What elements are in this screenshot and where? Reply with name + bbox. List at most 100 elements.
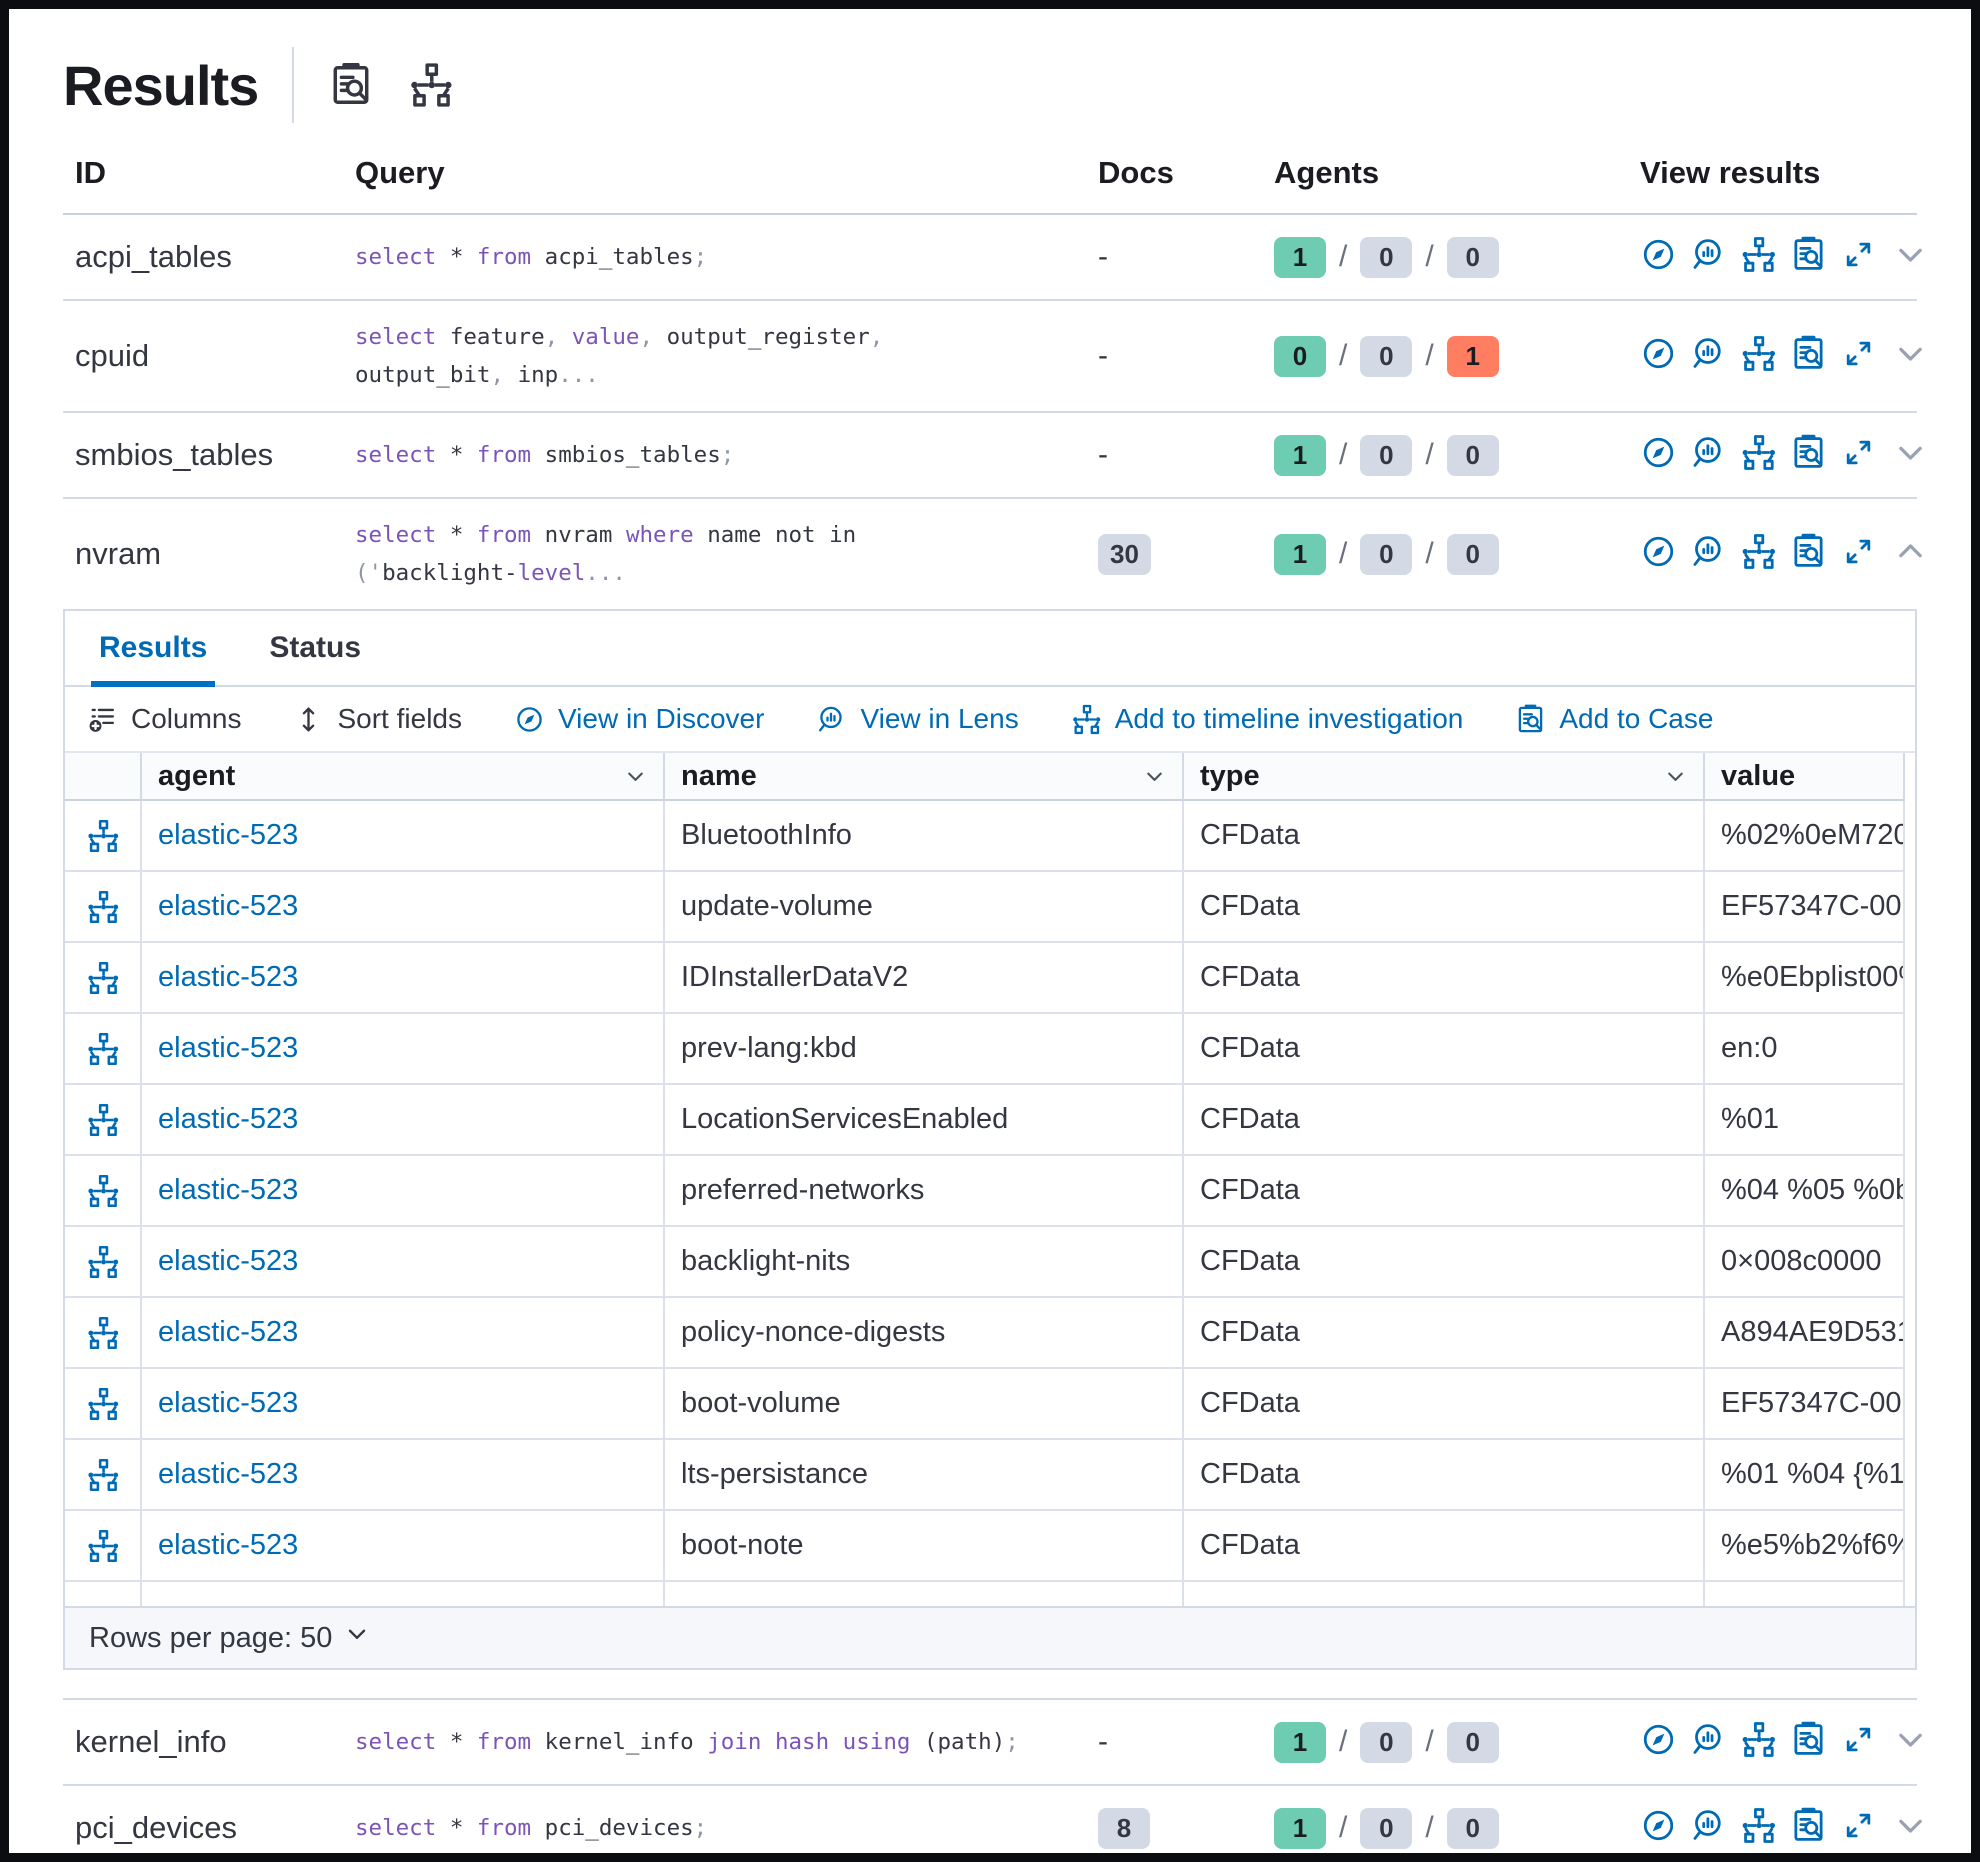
expand-row-button[interactable] — [1894, 436, 1927, 469]
expand-action-button[interactable] — [1840, 1721, 1877, 1758]
agents-default-badge: 0 — [1446, 533, 1499, 575]
agent-link[interactable]: elastic-523 — [158, 1387, 299, 1419]
discover-action-button[interactable] — [1640, 1721, 1677, 1758]
tab-status[interactable]: Status — [269, 631, 362, 664]
row-timeline-button[interactable] — [86, 1458, 120, 1492]
rows-per-page-button[interactable]: Rows per page: 50 — [65, 1606, 1915, 1668]
discover-action-button[interactable] — [1640, 533, 1677, 570]
case-action-button[interactable] — [1790, 434, 1827, 471]
agent-link[interactable]: elastic-523 — [158, 1032, 299, 1064]
add-to-timeline-investigation-button[interactable]: Add to timeline investigation — [1071, 703, 1463, 735]
case-action-button[interactable] — [1790, 335, 1827, 372]
row-timeline-button[interactable] — [86, 1103, 120, 1137]
lens-action-button[interactable] — [1690, 533, 1727, 570]
row-timeline-button[interactable] — [86, 961, 120, 995]
lens-icon — [1693, 536, 1721, 566]
discover-icon — [1643, 536, 1674, 567]
lens-action-button[interactable] — [1690, 335, 1727, 372]
row-timeline-button[interactable] — [86, 1387, 120, 1421]
query-id: pci_devices — [75, 1810, 237, 1845]
mini-chevron-icon — [1668, 772, 1683, 781]
expand-action-button[interactable] — [1840, 533, 1877, 570]
case-action-button[interactable] — [1790, 236, 1827, 273]
mini-chevron-icon — [1147, 772, 1162, 781]
grid-col-value[interactable]: value — [1705, 753, 1905, 801]
expand-row-button[interactable] — [1894, 1809, 1927, 1842]
grid-col-type[interactable]: type — [1184, 753, 1705, 801]
add-to-case-button[interactable]: Add to Case — [1515, 703, 1713, 735]
agent-link[interactable]: elastic-523 — [158, 1245, 299, 1277]
view-results-actions — [1640, 236, 1927, 273]
agents-default-badge: 0 — [1360, 1807, 1413, 1849]
lens-icon — [1693, 239, 1721, 269]
agent-link[interactable]: elastic-523 — [158, 1103, 299, 1135]
grid-cell-value: %01 — [1705, 1085, 1905, 1156]
agent-link[interactable]: elastic-523 — [158, 819, 299, 851]
row-timeline-button[interactable] — [86, 890, 120, 924]
query-sql: select * from nvram where name not in ('b… — [355, 522, 857, 586]
sort-fields-button[interactable]: Sort fields — [293, 703, 462, 735]
case-action-button[interactable] — [1790, 1721, 1827, 1758]
case-icon — [1794, 1807, 1823, 1841]
timeline-action-button[interactable] — [1740, 533, 1777, 570]
expand-action-button[interactable] — [1840, 1807, 1877, 1844]
expand-action-button[interactable] — [1840, 434, 1877, 471]
collapse-row-button[interactable] — [1894, 535, 1927, 568]
timeline-action-button[interactable] — [1740, 335, 1777, 372]
timeline-action-button[interactable] — [1740, 236, 1777, 273]
row-timeline-button[interactable] — [86, 819, 120, 853]
agent-link[interactable]: elastic-523 — [158, 1529, 299, 1561]
discover-action-button[interactable] — [1640, 1807, 1677, 1844]
row-timeline-button[interactable] — [86, 1032, 120, 1066]
agent-link[interactable]: elastic-523 — [158, 1458, 299, 1490]
grid-cell-value: 0×008c0000 — [1705, 1227, 1905, 1298]
expand-action-button[interactable] — [1840, 335, 1877, 372]
discover-action-button[interactable] — [1640, 236, 1677, 273]
case-icon — [1794, 1721, 1823, 1755]
view-in-lens-button[interactable]: View in Lens — [816, 703, 1019, 735]
expand-icon — [1846, 1727, 1871, 1752]
lens-action-button[interactable] — [1690, 1807, 1727, 1844]
grid-row: elastic-523 boot-volume CFData EF57347C-… — [65, 1369, 1905, 1440]
case-action-button[interactable] — [1790, 533, 1827, 570]
columns-button[interactable]: Columns — [87, 703, 241, 735]
case-action-button[interactable] — [1790, 1807, 1827, 1844]
timeline-action-button[interactable] — [1740, 1721, 1777, 1758]
row-timeline-button[interactable] — [86, 1174, 120, 1208]
view-results-actions — [1640, 533, 1927, 570]
live-query-details-icon[interactable] — [328, 62, 374, 108]
grid-cell-value: %e0Ebplist00% — [1705, 943, 1905, 1014]
grid-cell-type: CFData — [1184, 1369, 1705, 1440]
agent-link[interactable]: elastic-523 — [158, 890, 299, 922]
case-icon — [1519, 704, 1543, 732]
case-icon — [333, 62, 369, 104]
row-timeline-button[interactable] — [86, 1316, 120, 1350]
col-header-docs: Docs — [1098, 155, 1174, 190]
row-timeline-button[interactable] — [86, 1245, 120, 1279]
query-row: nvram select * from nvram where name not… — [63, 499, 1922, 609]
lens-action-button[interactable] — [1690, 434, 1727, 471]
view-in-discover-button[interactable]: View in Discover — [514, 703, 764, 735]
lens-action-button[interactable] — [1690, 236, 1727, 273]
discover-action-button[interactable] — [1640, 434, 1677, 471]
grid-cell-value: %02%0eM720 — [1705, 801, 1905, 872]
query-id: kernel_info — [75, 1724, 227, 1759]
expand-row-button[interactable] — [1894, 337, 1927, 370]
grid-col-agent[interactable]: agent — [142, 753, 665, 801]
agent-link[interactable]: elastic-523 — [158, 961, 299, 993]
tab-results[interactable]: Results — [91, 611, 216, 687]
agent-link[interactable]: elastic-523 — [158, 1316, 299, 1348]
discover-action-button[interactable] — [1640, 335, 1677, 372]
lens-action-button[interactable] — [1690, 1721, 1727, 1758]
grid-col-name[interactable]: name — [665, 753, 1184, 801]
expand-action-button[interactable] — [1840, 236, 1877, 273]
expand-row-button[interactable] — [1894, 1723, 1927, 1756]
packs-graph-icon[interactable] — [408, 62, 454, 108]
timeline-action-button[interactable] — [1740, 434, 1777, 471]
agents-success-badge: 1 — [1274, 533, 1326, 575]
agent-link[interactable]: elastic-523 — [158, 1174, 299, 1206]
row-timeline-button[interactable] — [86, 1529, 120, 1563]
expand-row-button[interactable] — [1894, 238, 1927, 271]
timeline-action-button[interactable] — [1740, 1807, 1777, 1844]
grid-row: elastic-523 update-volume CFData EF57347… — [65, 872, 1905, 943]
